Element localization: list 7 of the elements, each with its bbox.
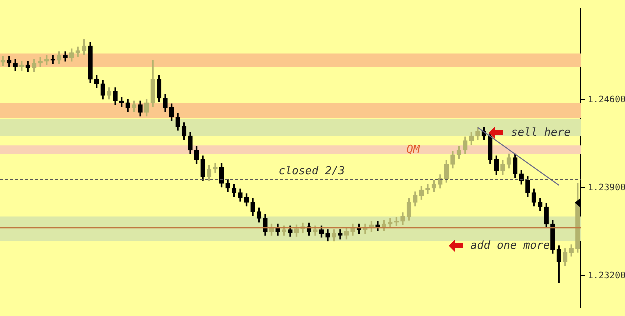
y-tick-label: 1.24600 <box>588 96 625 106</box>
annotation: add one more <box>470 238 550 252</box>
annotation: sell here <box>511 126 572 140</box>
band-label: QM <box>406 142 420 156</box>
y-tick-label: 1.23900 <box>588 184 625 194</box>
ref-line-label: closed 2/3 <box>278 164 346 178</box>
y-tick-label: 1.23200 <box>588 272 625 282</box>
